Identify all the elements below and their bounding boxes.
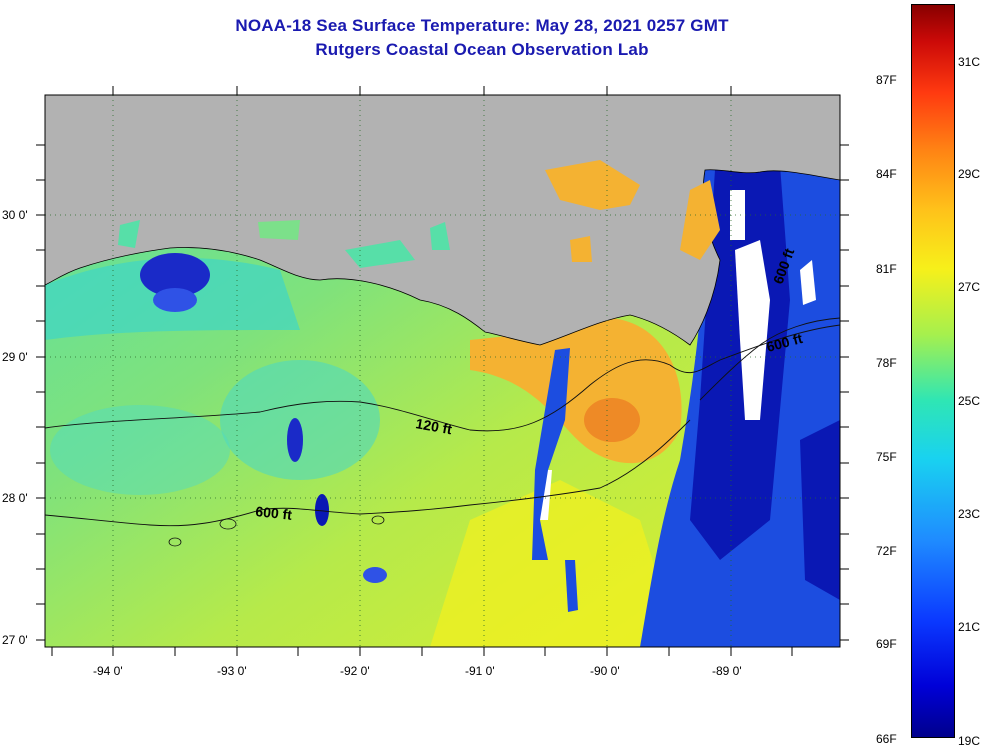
cold-blob	[287, 418, 303, 462]
contour-closed	[219, 518, 237, 530]
lon-label-92: -92 0'	[340, 664, 370, 678]
colorbar-f-label: 87F	[876, 73, 897, 87]
lat-label-29: 29 0'	[2, 350, 28, 364]
contour-closed	[168, 537, 182, 547]
no-data-patch	[730, 190, 745, 240]
contour-label-120ft: 120 ft	[414, 415, 453, 437]
colorbar-f-label: 78F	[876, 356, 897, 370]
cool-patch	[220, 360, 380, 480]
lon-label-93: -93 0'	[217, 664, 247, 678]
inland-warm-patch	[545, 160, 640, 210]
colorbar-c-label: 23C	[958, 507, 981, 521]
colorbar-f-label: 75F	[876, 450, 897, 464]
cold-blob	[153, 288, 197, 312]
cold-blob	[140, 253, 210, 297]
cold-blob	[315, 494, 329, 526]
cold-blob	[363, 567, 387, 583]
contour-closed	[371, 515, 385, 525]
colorbar-f-label: 81F	[876, 262, 897, 276]
contour-600ft	[44, 419, 691, 527]
colorbar-c-label: 27C	[958, 280, 981, 294]
colorbar-c-label: 31C	[958, 55, 981, 69]
inland-cool-patch	[258, 220, 300, 240]
land-mass	[45, 95, 840, 346]
cool-patch	[50, 405, 230, 495]
colorbar-f-label: 69F	[876, 637, 897, 651]
graticule	[45, 95, 840, 647]
warm-yellow-region	[430, 480, 680, 647]
cold-streak	[565, 560, 578, 612]
colorbar-c-label: 21C	[958, 620, 981, 634]
chart-subtitle: Rutgers Coastal Ocean Observation Lab	[315, 40, 649, 59]
no-data-patch	[800, 260, 816, 305]
colorbar-c-label: 19C	[958, 734, 981, 748]
inland-cool-patch	[430, 222, 450, 250]
colorbar-f-label: 72F	[876, 544, 897, 558]
colorbar-f-label: 84F	[876, 167, 897, 181]
colorbar	[911, 4, 955, 738]
lat-label-28: 28 0'	[2, 491, 28, 505]
lat-label-27: 27 0'	[2, 633, 28, 647]
lat-label-30: 30 0'	[2, 208, 28, 222]
colorbar-c-label: 29C	[958, 167, 981, 181]
map-frame	[44, 94, 841, 648]
contour-label-600ft: 600 ft	[255, 503, 293, 523]
colorbar-c-label: 25C	[958, 394, 981, 408]
inland-cool-patch	[345, 240, 415, 268]
cold-core-east	[800, 420, 840, 600]
contour-120ft	[44, 324, 841, 432]
no-data-patch	[735, 240, 770, 420]
inland-warm-patch	[680, 180, 720, 260]
warm-core	[584, 398, 640, 442]
lon-label-90: -90 0'	[590, 664, 620, 678]
inland-warm-patch	[570, 236, 592, 262]
lon-label-91: -91 0'	[465, 664, 495, 678]
axis-ticks	[36, 86, 849, 656]
contour-600ft-east	[699, 317, 841, 401]
inland-cool-patch	[118, 220, 140, 248]
lon-label-89: -89 0'	[712, 664, 742, 678]
colorbar-f-label: 66F	[876, 732, 897, 746]
chart-title: NOAA-18 Sea Surface Temperature: May 28,…	[235, 16, 729, 35]
lon-label-94: -94 0'	[93, 664, 123, 678]
cold-streak	[532, 348, 570, 560]
